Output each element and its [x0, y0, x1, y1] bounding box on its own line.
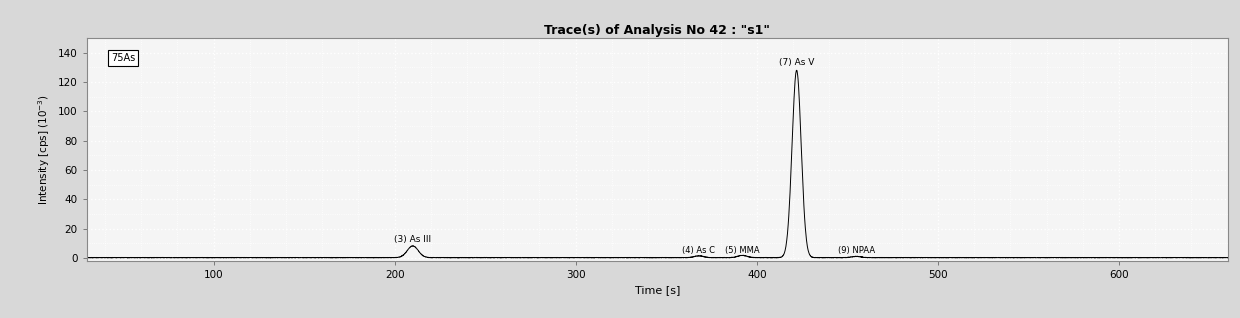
- Text: (9) NPAA: (9) NPAA: [838, 245, 875, 255]
- X-axis label: Time [s]: Time [s]: [635, 285, 680, 295]
- Text: (7) As V: (7) As V: [779, 59, 815, 67]
- Y-axis label: Intensity [cps] (10$^{-3}$): Intensity [cps] (10$^{-3}$): [37, 94, 52, 205]
- Text: (3) As III: (3) As III: [394, 235, 432, 244]
- Text: (5) MMA: (5) MMA: [725, 245, 760, 255]
- Text: 75As: 75As: [112, 53, 135, 63]
- Text: (4) As C: (4) As C: [682, 245, 715, 255]
- Title: Trace(s) of Analysis No 42 : "s1": Trace(s) of Analysis No 42 : "s1": [544, 24, 770, 37]
